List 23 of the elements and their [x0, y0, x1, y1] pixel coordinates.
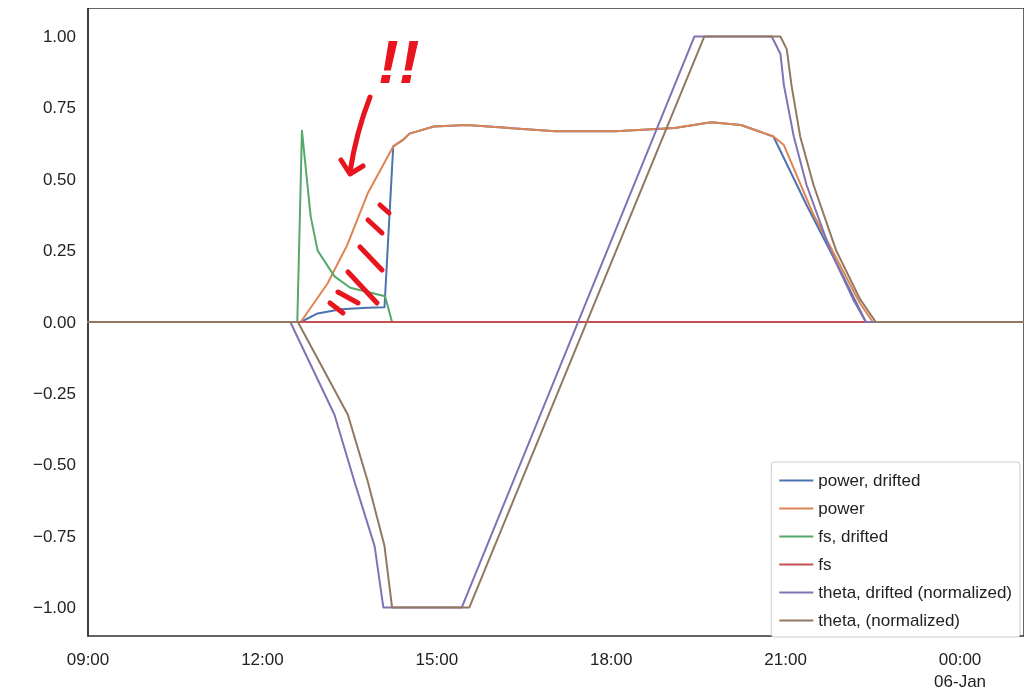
- y-tick-label: −0.25: [32, 383, 76, 403]
- y-tick-label: 0.00: [42, 312, 76, 332]
- x-tick-label: 21:00: [764, 649, 807, 669]
- legend-label: fs: [818, 555, 832, 574]
- annotation: !!: [378, 26, 420, 96]
- y-tick-label: 0.75: [42, 98, 76, 118]
- y-tick-label: 0.50: [42, 169, 76, 189]
- x-tick-label: 12:00: [241, 649, 284, 669]
- legend-label: theta, (normalized): [818, 611, 961, 630]
- legend-label: power, drifted: [818, 471, 921, 490]
- legend-label: theta, drifted (normalized): [818, 583, 1012, 602]
- legend-label: fs, drifted: [818, 527, 889, 546]
- y-tick-label: 0.25: [42, 241, 76, 261]
- line-series: [87, 35, 1024, 609]
- x-tick-label: 18:00: [589, 649, 633, 669]
- legend-label: power: [818, 499, 865, 518]
- y-tick-label: 1.00: [42, 27, 76, 47]
- y-tick-label: −0.75: [32, 526, 76, 546]
- y-tick-label: −0.50: [32, 455, 76, 475]
- x-tick-label: 00:00 06-Jan: [934, 649, 987, 691]
- y-tick-label: −1.00: [32, 597, 76, 617]
- x-tick-label: 15:00: [415, 649, 459, 669]
- x-tick-label: 09:00: [66, 649, 110, 669]
